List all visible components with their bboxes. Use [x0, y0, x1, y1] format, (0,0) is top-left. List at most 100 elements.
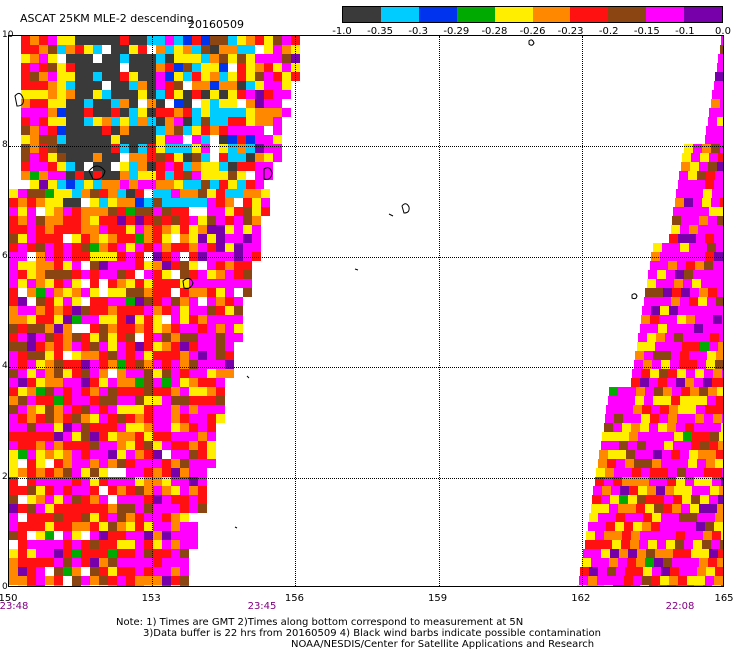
swath-cell	[39, 45, 48, 54]
swath-cell	[57, 36, 66, 45]
swath-cell	[657, 324, 667, 333]
swath-cell	[108, 432, 117, 441]
swath-cell	[72, 423, 81, 432]
swath-cell	[192, 54, 201, 63]
swath-cell	[617, 450, 627, 459]
swath-cell	[183, 72, 192, 81]
swath-cell	[234, 333, 243, 342]
swath-cell	[255, 108, 264, 117]
swath-cell	[715, 567, 723, 576]
swath-cell	[662, 558, 672, 567]
swath-cell	[694, 585, 704, 586]
swath-cell	[180, 549, 189, 558]
swath-cell	[246, 99, 255, 108]
swath-cell	[27, 225, 36, 234]
swath-cell	[605, 576, 615, 585]
swath-cell	[207, 243, 216, 252]
swath-cell	[656, 333, 666, 342]
swath-cell	[693, 477, 703, 486]
swath-cell	[66, 180, 75, 189]
swath-cell	[27, 279, 36, 288]
swath-cell	[90, 405, 99, 414]
swath-cell	[712, 189, 722, 198]
swath-cell	[129, 108, 138, 117]
swath-cell	[720, 378, 723, 387]
swath-cell	[108, 270, 117, 279]
swath-cell	[723, 405, 724, 414]
swath-cell	[45, 396, 54, 405]
swath-cell	[120, 126, 129, 135]
swath-cell	[198, 450, 207, 459]
swath-cell	[27, 351, 36, 360]
swath-cell	[93, 117, 102, 126]
swath-cell	[135, 513, 144, 522]
swath-cell	[699, 495, 709, 504]
swath-cell	[699, 441, 709, 450]
swath-cell	[243, 261, 252, 270]
swath-cell	[216, 315, 225, 324]
swath-cell	[201, 45, 210, 54]
swath-cell	[72, 504, 81, 513]
swath-cell	[210, 63, 219, 72]
swath-cell	[174, 45, 183, 54]
swath-cell	[120, 135, 129, 144]
swath-cell	[252, 243, 261, 252]
swath-cell	[54, 315, 63, 324]
swath-cell	[189, 477, 198, 486]
swath-cell	[605, 468, 615, 477]
swath-cell	[692, 333, 702, 342]
swath-cell	[255, 135, 264, 144]
swath-cell	[643, 513, 653, 522]
swath-cell	[153, 468, 162, 477]
swath-cell	[606, 405, 616, 414]
swath-cell	[39, 135, 48, 144]
swath-cell	[680, 504, 690, 513]
swath-cell	[198, 216, 207, 225]
swath-cell	[707, 216, 717, 225]
swath-cell	[81, 540, 90, 549]
swath-cell	[126, 369, 135, 378]
swath-cell	[708, 288, 718, 297]
swath-cell	[252, 252, 261, 261]
swath-cell	[54, 360, 63, 369]
swath-cell	[135, 405, 144, 414]
swath-cell	[669, 459, 679, 468]
swath-cell	[246, 153, 255, 162]
swath-cell	[147, 126, 156, 135]
swath-cell	[21, 144, 30, 153]
swath-cell	[189, 522, 198, 531]
swath-cell	[45, 234, 54, 243]
swath-cell	[219, 45, 228, 54]
swath-cell	[162, 225, 171, 234]
swath-cell	[228, 171, 237, 180]
swath-cell	[144, 360, 153, 369]
swath-cell	[664, 279, 674, 288]
swath-cell	[27, 378, 36, 387]
swath-cell	[631, 531, 641, 540]
swath-cell	[162, 333, 171, 342]
color-scale-segment	[494, 7, 533, 22]
swath-cell	[246, 90, 255, 99]
swath-cell	[99, 378, 108, 387]
swath-cell	[704, 414, 714, 423]
swath-cell	[650, 522, 660, 531]
swath-cell	[171, 486, 180, 495]
swath-cell	[36, 315, 45, 324]
swath-cell	[72, 234, 81, 243]
swath-cell	[612, 423, 622, 432]
swath-cell	[189, 423, 198, 432]
swath-cell	[673, 549, 683, 558]
swath-cell	[54, 567, 63, 576]
swath-cell	[84, 45, 93, 54]
swath-cell	[18, 387, 27, 396]
swath-cell	[661, 513, 671, 522]
swath-cell	[672, 387, 682, 396]
swath-cell	[198, 252, 207, 261]
swath-cell	[201, 180, 210, 189]
swath-cell	[153, 252, 162, 261]
swath-cell	[201, 99, 210, 108]
swath-cell	[54, 378, 63, 387]
swath-cell	[228, 72, 237, 81]
swath-cell	[210, 108, 219, 117]
swath-cell	[27, 315, 36, 324]
